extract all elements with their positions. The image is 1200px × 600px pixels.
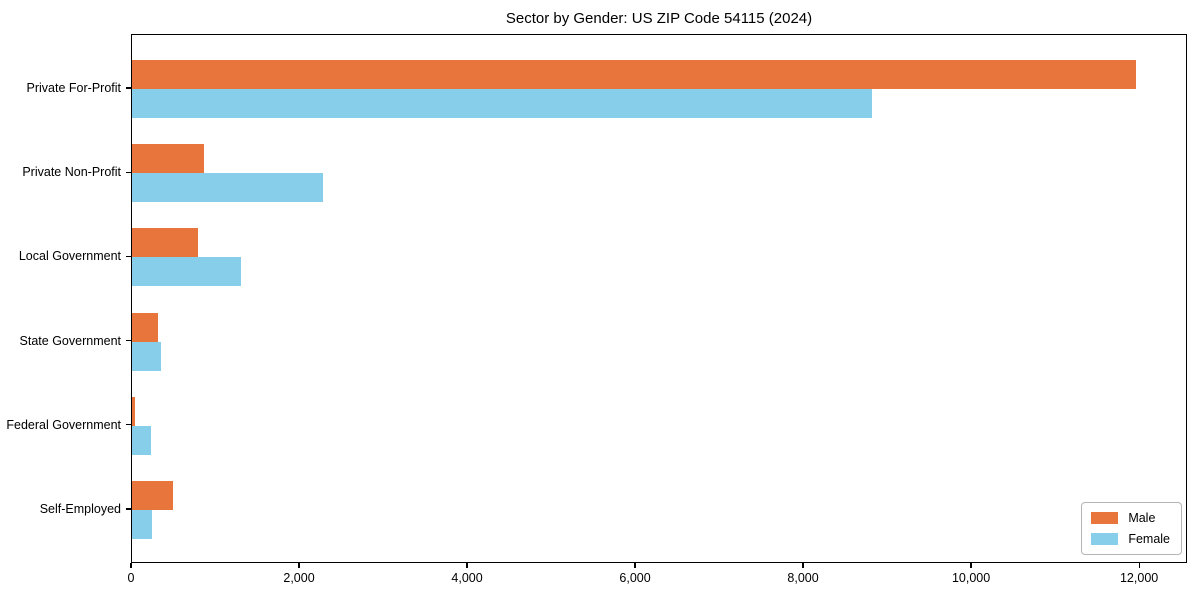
xtick-label-12000: 12,000 (1119, 571, 1159, 585)
xtick-label-2000: 2,000 (283, 571, 315, 585)
xtick-mark (466, 563, 468, 568)
xtick-label-8000: 8,000 (787, 571, 819, 585)
legend: Male Female (1081, 502, 1182, 555)
xtick-mark (130, 563, 132, 568)
xtick-label-4000: 4,000 (451, 571, 483, 585)
ytick-label-federal-government: Federal Government (6, 417, 121, 432)
chart-title: Sector by Gender: US ZIP Code 54115 (202… (505, 10, 813, 27)
ytick-label-private-for-profit: Private For-Profit (26, 81, 121, 95)
xtick-mark (634, 563, 636, 568)
bar-male-private-for-profit (132, 60, 1136, 89)
ytick-label-self-employed: Self-Employed (39, 502, 121, 516)
ytick-mark (126, 87, 131, 89)
legend-item-male: Male (1091, 510, 1170, 526)
ytick-mark (126, 508, 131, 510)
xtick-mark (802, 563, 804, 568)
bar-male-self-employed (132, 481, 174, 510)
ytick-mark (126, 340, 131, 342)
legend-swatch-female (1091, 533, 1119, 545)
xtick-mark (1138, 563, 1140, 568)
legend-item-female: Female (1091, 531, 1170, 547)
bar-male-federal-government (132, 396, 136, 426)
ytick-mark (126, 424, 131, 426)
plot-area: Male Female (131, 34, 1187, 563)
ytick-label-private-non-profit: Private Non-Profit (22, 165, 121, 180)
ytick-mark (126, 171, 131, 173)
xtick-label-10000: 10,000 (951, 571, 991, 585)
ytick-label-local-government: Local Government (18, 249, 121, 264)
bar-female-local-government (132, 257, 242, 287)
bar-female-private-non-profit (132, 173, 323, 203)
legend-label-female: Female (1128, 532, 1170, 546)
legend-swatch-male (1091, 512, 1119, 524)
xtick-mark (970, 563, 972, 568)
bar-male-state-government (132, 312, 159, 342)
ytick-mark (126, 255, 131, 257)
xtick-label-0: 0 (127, 571, 135, 585)
xtick-label-6000: 6,000 (619, 571, 651, 585)
ytick-label-state-government: State Government (19, 333, 121, 348)
bar-female-federal-government (132, 425, 152, 455)
bar-male-private-non-profit (132, 144, 205, 174)
bar-female-private-for-profit (132, 89, 873, 118)
bar-female-state-government (132, 341, 161, 371)
xtick-mark (298, 563, 300, 568)
bar-female-self-employed (132, 510, 153, 539)
bar-male-local-government (132, 228, 199, 258)
legend-label-male: Male (1128, 511, 1156, 525)
